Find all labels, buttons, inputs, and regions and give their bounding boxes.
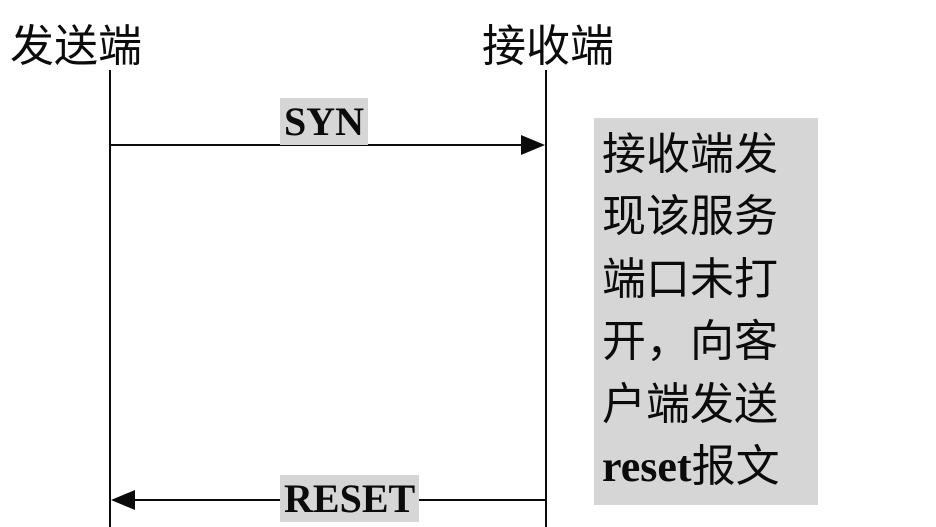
receiver-lifeline [545, 70, 547, 527]
receiver-note: 接收端发现该服务端口未打开，向客户端发送 reset报文 [594, 118, 818, 505]
sender-lifeline [109, 70, 111, 527]
syn-arrow-head [521, 135, 545, 155]
sender-label: 发送端 [10, 10, 142, 74]
reset-arrow-head [111, 490, 135, 510]
note-reset-word: reset [602, 442, 692, 491]
note-text-prefix: 接收端发现该服务端口未打开，向客户端发送 [602, 130, 778, 429]
syn-label: SYN [280, 98, 368, 145]
reset-label: RESET [280, 475, 419, 522]
note-text-suffix: 报文 [692, 442, 780, 491]
receiver-label: 接收端 [482, 10, 614, 74]
